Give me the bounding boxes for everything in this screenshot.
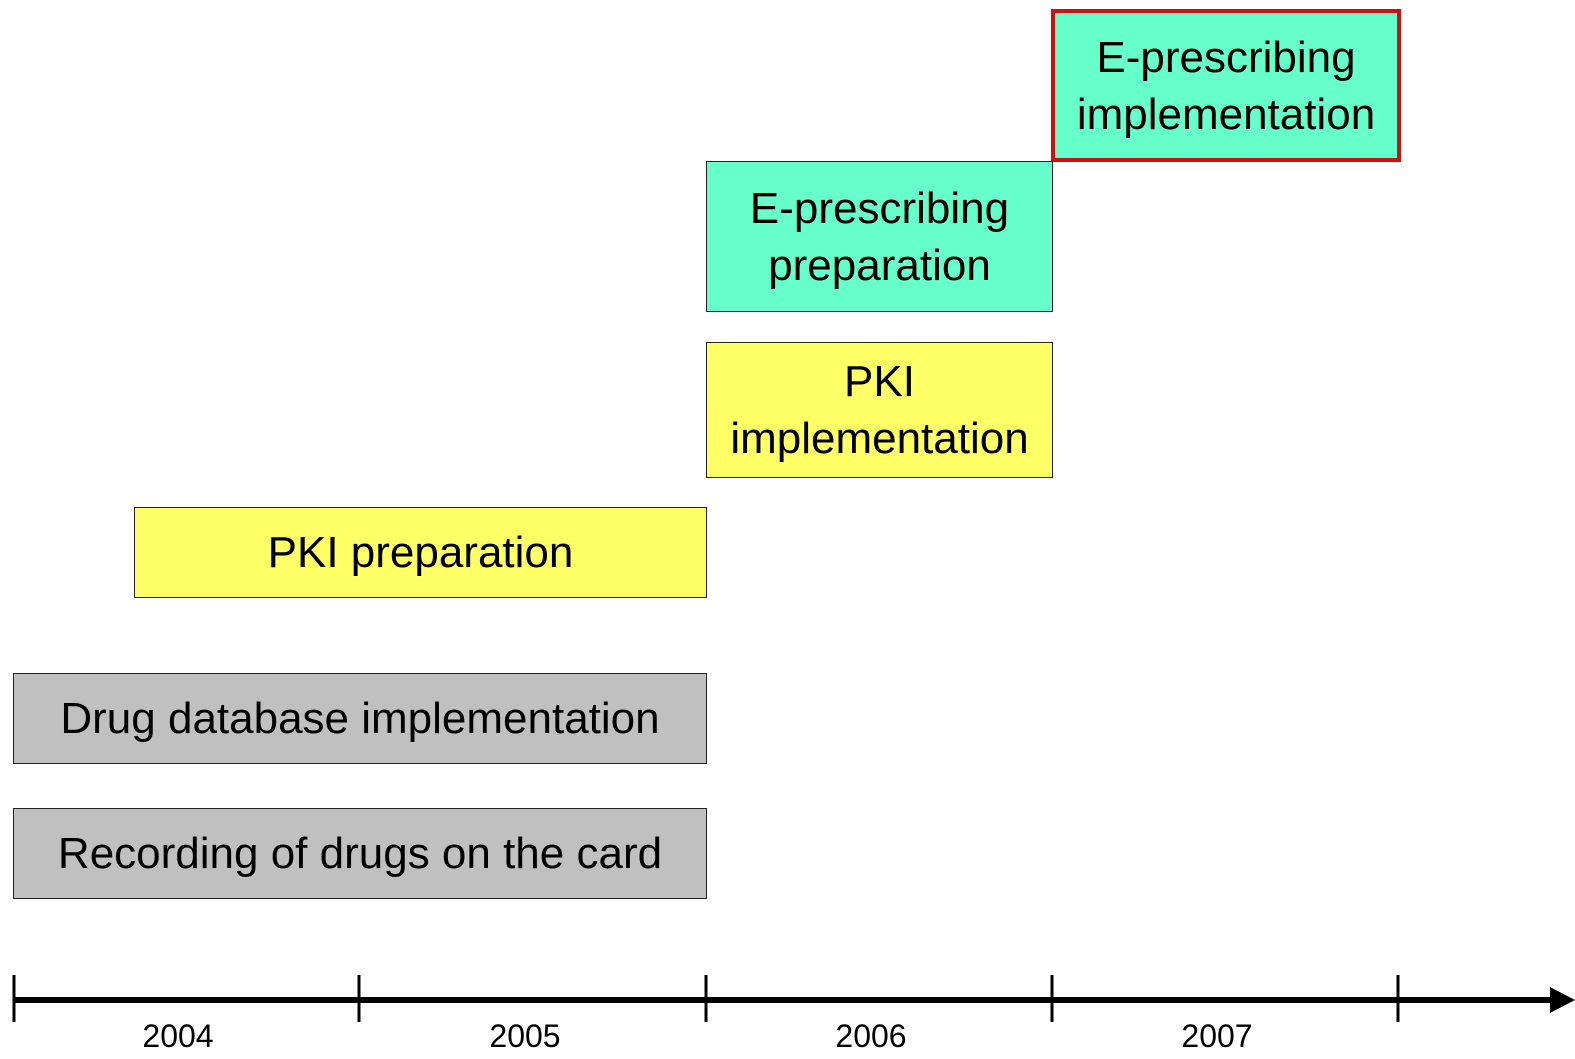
ticks — [12, 975, 1400, 1022]
box: E-prescribing implementation — [1051, 9, 1401, 162]
box: PKI implementation — [706, 342, 1053, 478]
box: E-prescribing preparation — [706, 161, 1053, 312]
year-label: 2004 — [142, 1018, 214, 1054]
year-label: 2006 — [835, 1018, 907, 1054]
axis-arrow — [1550, 987, 1575, 1013]
year-label: 2007 — [1181, 1018, 1253, 1054]
box: Drug database implementation — [13, 673, 707, 764]
year-label: 2005 — [489, 1018, 561, 1054]
box: PKI preparation — [134, 507, 707, 598]
box: Recording of drugs on the card — [13, 808, 707, 899]
